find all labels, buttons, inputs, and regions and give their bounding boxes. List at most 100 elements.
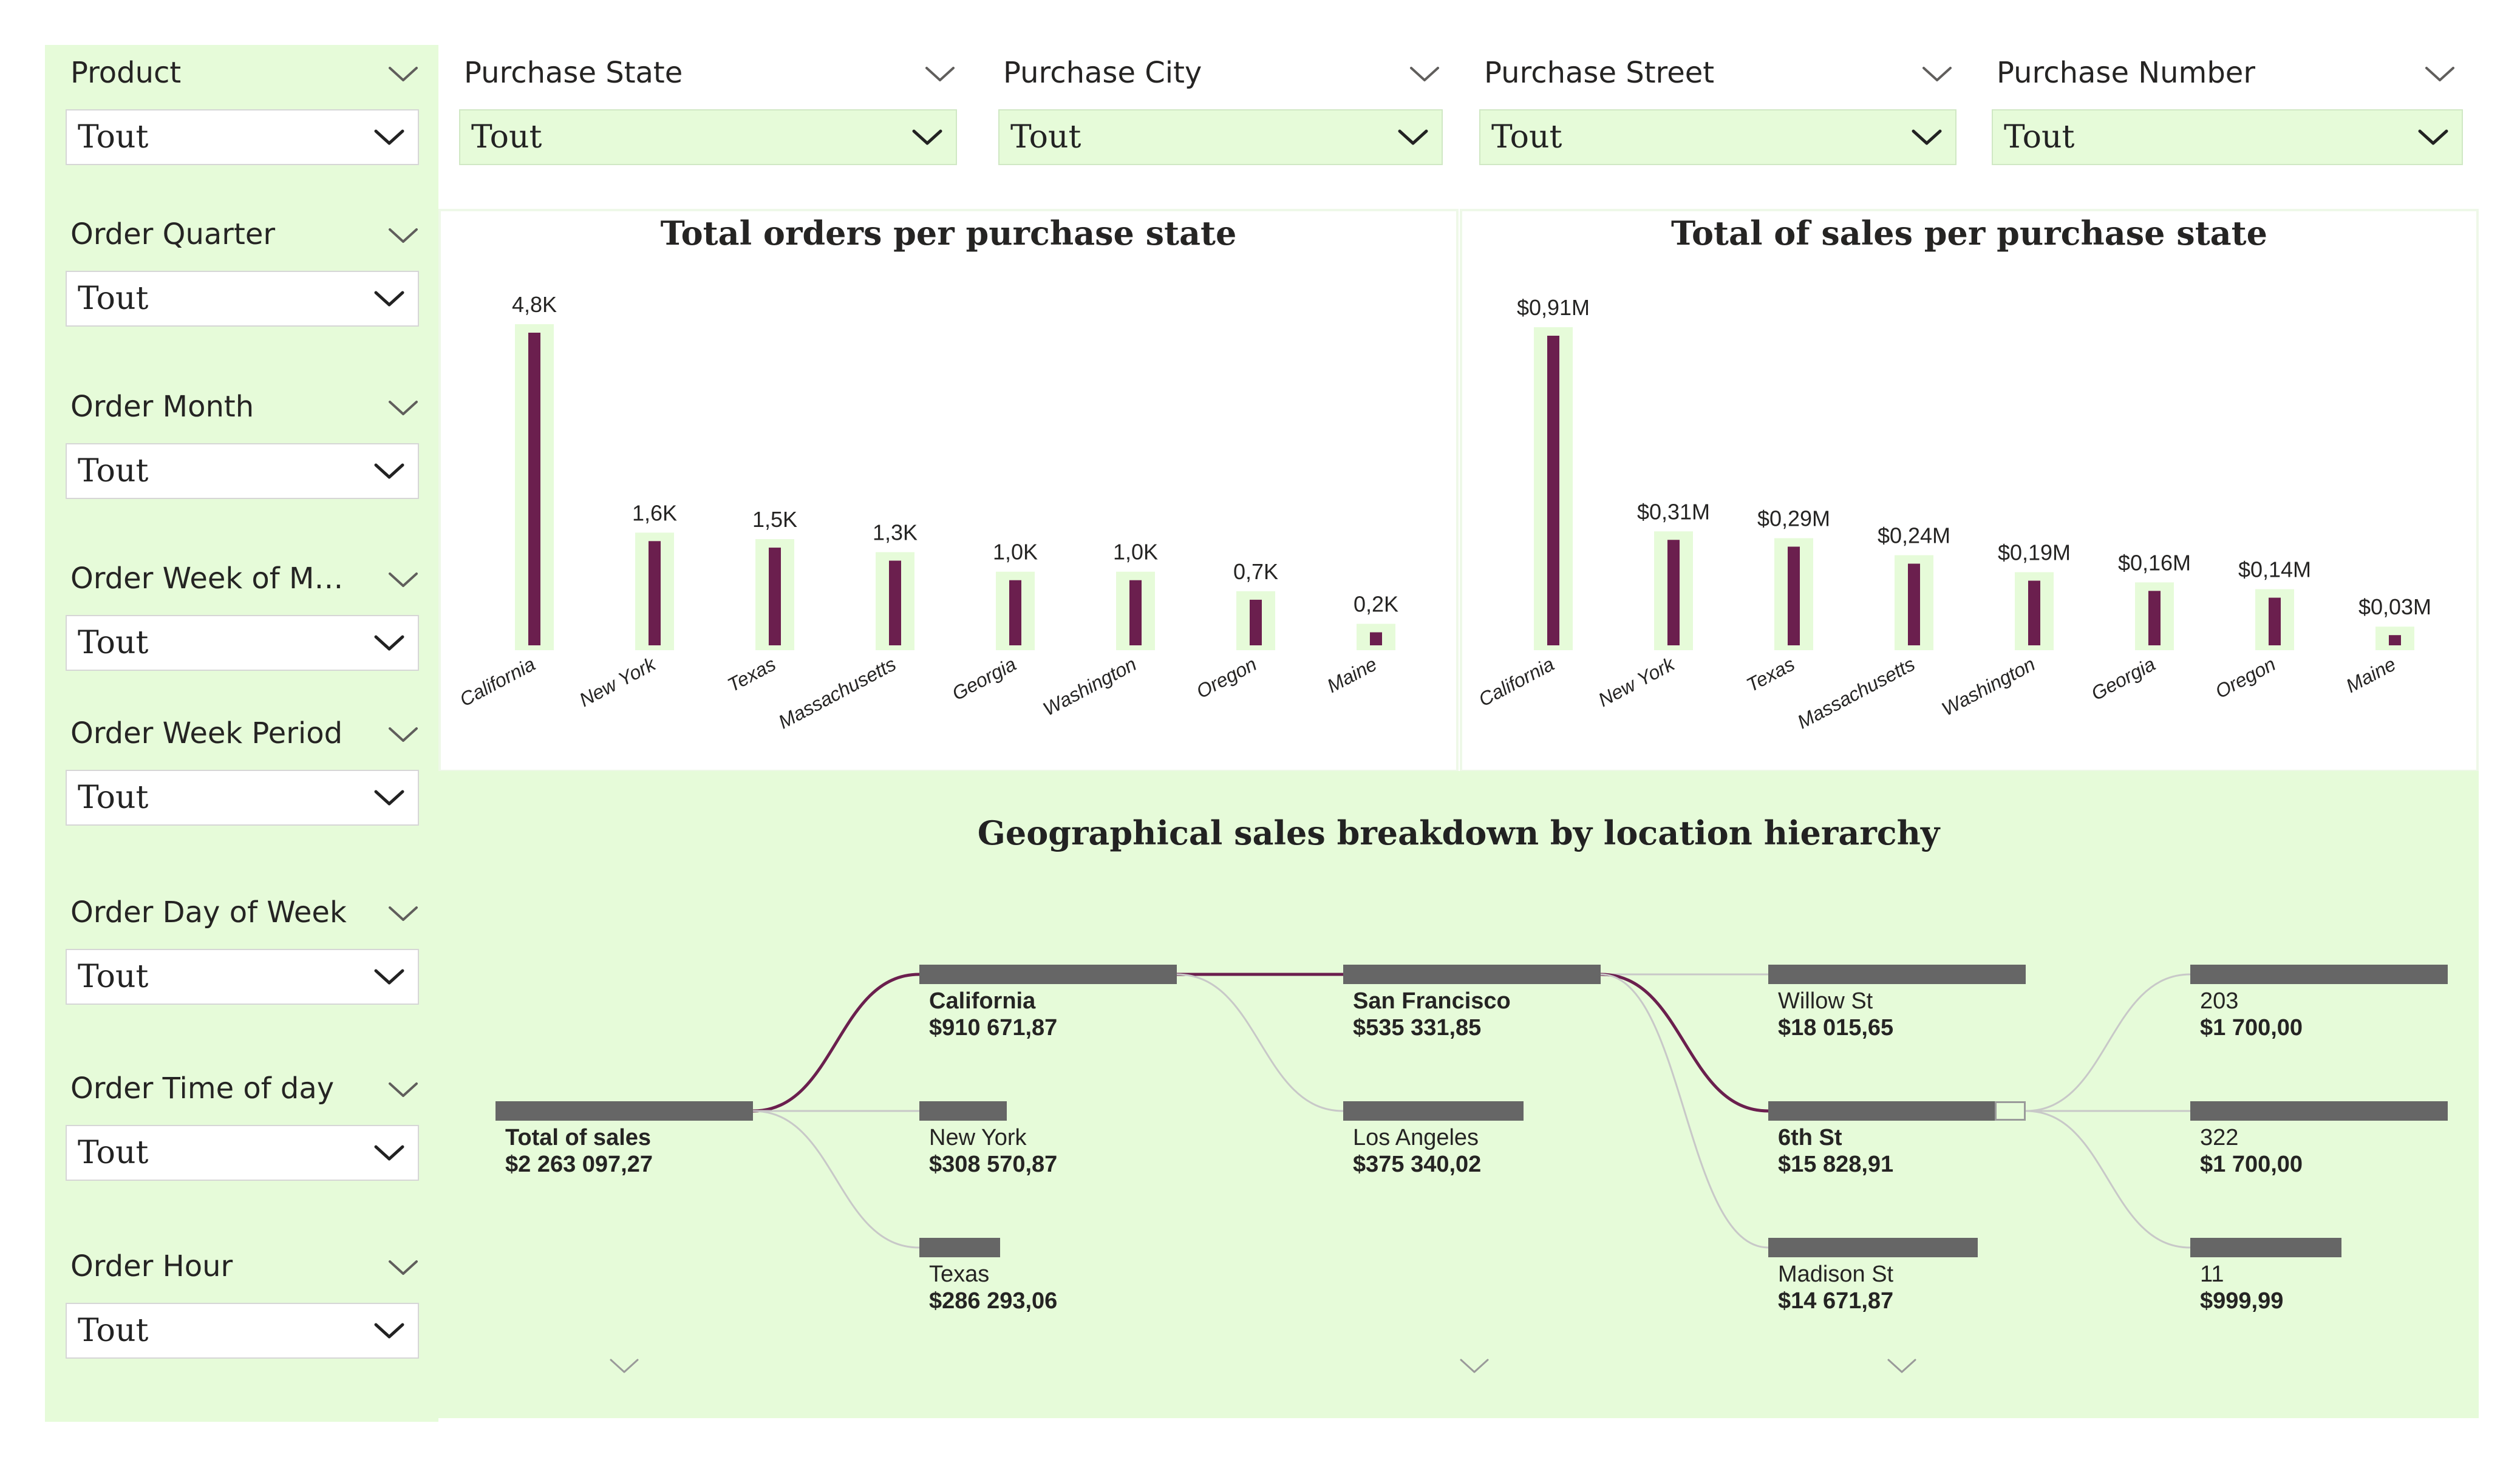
tree-node-bar[interactable]: [919, 1238, 1000, 1257]
tree-expand-chevron-icon[interactable]: [1885, 1354, 1919, 1378]
top-slicer-header-chevron-icon[interactable]: [923, 62, 957, 86]
bar[interactable]: [1667, 540, 1680, 645]
tree-node-bar[interactable]: [919, 1101, 1007, 1121]
tree-node-label[interactable]: Total of sales $2 263 097,27: [505, 1124, 653, 1178]
top-slicer-title: Purchase Number: [1997, 56, 2256, 90]
category-tick-label: Texas: [724, 653, 779, 696]
tree-node-value: $910 671,87: [929, 1015, 1058, 1041]
bar[interactable]: [2269, 597, 2281, 645]
chevron-down-icon: [370, 287, 408, 311]
sales-chart-panel: Total of sales per purchase state $0,91M…: [1460, 209, 2479, 772]
tree-node-label[interactable]: New York $308 570,87: [929, 1124, 1057, 1178]
category-tick-label: Maine: [1323, 653, 1380, 697]
tree-node-label[interactable]: California $910 671,87: [929, 988, 1057, 1041]
category-tick-label: California: [1475, 653, 1558, 710]
bar[interactable]: [1370, 632, 1382, 645]
slicer-dropdown[interactable]: Tout: [66, 271, 419, 327]
slicer-header-chevron-icon[interactable]: [386, 62, 420, 86]
tree-node-bar[interactable]: [495, 1101, 753, 1121]
tree-links: [752, 973, 2191, 1249]
bar[interactable]: [2028, 580, 2040, 645]
tree-node-name: 322: [2200, 1125, 2239, 1150]
slicer-dropdown[interactable]: Tout: [66, 615, 419, 671]
chevron-down-icon: [370, 786, 408, 810]
tree-node-value: $15 828,91: [1778, 1152, 1894, 1177]
tree-node-bar[interactable]: [1343, 1101, 1524, 1121]
top-slicer-header-chevron-icon[interactable]: [2423, 62, 2457, 86]
slicer-header-chevron-icon[interactable]: [386, 568, 420, 592]
top-slicer-header-chevron-icon[interactable]: [1408, 62, 1442, 86]
bar[interactable]: [2389, 635, 2401, 645]
tree-link-selected: [1600, 973, 1769, 1113]
tree-link: [2025, 973, 2191, 1112]
tree-node-label[interactable]: 11 $999,99: [2200, 1261, 2283, 1314]
tree-node-label[interactable]: 6th St $15 828,91: [1778, 1124, 1893, 1178]
tree-node-label[interactable]: Willow St $18 015,65: [1778, 988, 1893, 1041]
category-tick-label: Washington: [1938, 653, 2039, 720]
tree-node-label[interactable]: San Francisco $535 331,85: [1353, 988, 1511, 1041]
bar[interactable]: [1788, 546, 1800, 645]
tree-node-label[interactable]: 203 $1 700,00: [2200, 988, 2303, 1041]
tree-node-label[interactable]: Los Angeles $375 340,02: [1353, 1124, 1481, 1178]
tree-node-label[interactable]: Madison St $14 671,87: [1778, 1261, 1893, 1314]
slicer-title: Order Week Period: [70, 716, 343, 750]
tree-link: [752, 1110, 920, 1249]
tree-node-bar[interactable]: [2190, 1101, 2448, 1121]
slicer-dropdown[interactable]: Tout: [66, 443, 419, 499]
top-slicer-dropdown[interactable]: Tout: [998, 109, 1443, 165]
bar-data-label: $0,14M: [2238, 557, 2311, 582]
tree-node-bar[interactable]: [2190, 965, 2448, 984]
slicer-header-chevron-icon[interactable]: [386, 396, 420, 420]
orders-chart-title: Total orders per purchase state: [660, 214, 1237, 253]
slicer-dropdown[interactable]: Tout: [66, 1125, 419, 1181]
bar[interactable]: [769, 548, 781, 645]
sales-chart-title: Total of sales per purchase state: [1671, 214, 2267, 253]
tree-expand-chevron-icon[interactable]: [1457, 1354, 1491, 1378]
sales-bar-chart: $0,91M California $0,31M New York $0,29M Texa…: [1475, 295, 2431, 733]
slicer-header-chevron-icon[interactable]: [386, 1078, 420, 1102]
tree-node-name: New York: [929, 1125, 1027, 1150]
slicer-header-chevron-icon[interactable]: [386, 1255, 420, 1280]
tree-node-bar[interactable]: [1768, 965, 2026, 984]
bar-data-label: $0,91M: [1517, 295, 1590, 320]
bar[interactable]: [649, 541, 661, 645]
bar[interactable]: [528, 333, 540, 645]
bar[interactable]: [1009, 580, 1021, 645]
tree-node-bar-remainder: [1995, 1101, 2026, 1121]
chevron-down-icon: [1908, 125, 1946, 149]
slicer-header-chevron-icon[interactable]: [386, 722, 420, 747]
tree-node-bar[interactable]: [2190, 1238, 2341, 1257]
chevron-down-icon: [370, 1141, 408, 1165]
tree-node-bar[interactable]: [919, 965, 1177, 984]
category-tick-label: Massachusetts: [775, 653, 899, 733]
top-slicer-dropdown[interactable]: Tout: [1479, 109, 1956, 165]
slicer-dropdown[interactable]: Tout: [66, 109, 419, 165]
top-slicer-dropdown[interactable]: Tout: [459, 109, 957, 165]
slicer-dropdown[interactable]: Tout: [66, 949, 419, 1005]
bar[interactable]: [2148, 591, 2161, 645]
bar[interactable]: [889, 560, 901, 645]
tree-expand-chevron-icon[interactable]: [607, 1354, 641, 1378]
slicer-header-chevron-icon[interactable]: [386, 223, 420, 248]
slicer-header-chevron-icon[interactable]: [386, 902, 420, 926]
tree-node-bar[interactable]: [1768, 1101, 1995, 1121]
category-tick-label: California: [456, 653, 539, 710]
tree-node-value: $2 263 097,27: [505, 1152, 653, 1177]
bar[interactable]: [1250, 599, 1262, 645]
chevron-down-icon: [370, 631, 408, 655]
slicer-title: Product: [70, 56, 182, 90]
tree-node-label[interactable]: Texas $286 293,06: [929, 1261, 1057, 1314]
tree-node-bar[interactable]: [1343, 965, 1601, 984]
bar[interactable]: [1129, 580, 1142, 645]
tree-node-label[interactable]: 322 $1 700,00: [2200, 1124, 2303, 1178]
top-slicer-dropdown[interactable]: Tout: [1992, 109, 2463, 165]
bar[interactable]: [1908, 563, 1920, 645]
slicer-dropdown[interactable]: Tout: [66, 1303, 419, 1359]
tree-node-bar[interactable]: [1768, 1238, 1978, 1257]
bar-data-label: $0,19M: [1998, 540, 2071, 565]
category-tick-label: Georgia: [948, 653, 1020, 704]
bar-data-label: $0,24M: [1878, 523, 1950, 548]
slicer-dropdown[interactable]: Tout: [66, 770, 419, 826]
top-slicer-header-chevron-icon[interactable]: [1920, 62, 1954, 86]
bar[interactable]: [1547, 336, 1559, 645]
